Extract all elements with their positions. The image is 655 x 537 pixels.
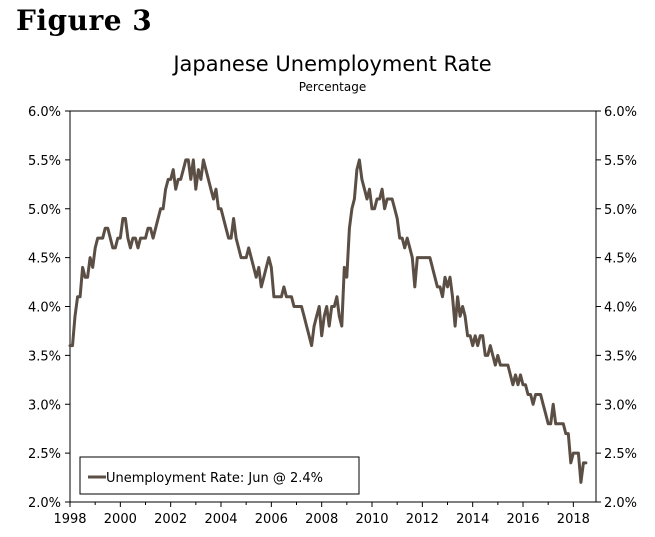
x-tick-label: 2002 — [154, 512, 187, 527]
x-tick-label: 2012 — [406, 512, 439, 527]
y-tick-label-left: 3.5% — [28, 349, 61, 364]
y-tick-label-right: 4.0% — [604, 301, 637, 316]
y-tick-label-left: 4.5% — [28, 252, 61, 267]
y-tick-label-right: 2.5% — [604, 447, 637, 462]
x-tick-label: 2000 — [104, 512, 137, 527]
x-tick-label: 2004 — [204, 512, 237, 527]
y-tick-label-right: 2.0% — [604, 496, 637, 511]
y-tick-label-right: 5.5% — [604, 154, 637, 169]
y-tick-label-right: 3.0% — [604, 398, 637, 413]
series-line — [68, 158, 588, 484]
y-axis-left: 2.0% 2.5% 3.0% 3.5% 4.0% 4.5% 5.0% 5.5% 6.0% — [28, 105, 70, 511]
y-tick-label-left: 4.0% — [28, 301, 61, 316]
x-tick-label: 2010 — [355, 512, 388, 527]
legend-box — [79, 456, 360, 495]
x-tick-label: 2014 — [456, 512, 489, 527]
x-tick-label: 1998 — [53, 512, 86, 527]
chart-title: Japanese Unemployment Rate — [173, 52, 492, 76]
chart-subtitle: Percentage — [298, 80, 367, 94]
legend-label: Unemployment Rate: Jun @ 2.4% — [106, 471, 323, 486]
legend: Unemployment Rate: Jun @ 2.4% — [79, 456, 360, 495]
y-tick-label-left: 2.0% — [28, 496, 61, 511]
x-tick-label: 2016 — [506, 512, 539, 527]
y-tick-label-left: 5.0% — [28, 203, 61, 218]
y-tick-label-left: 2.5% — [28, 447, 61, 462]
y-tick-label-right: 6.0% — [604, 105, 637, 120]
figure-label: Figure 3 — [16, 4, 153, 37]
y-tick-label-right: 3.5% — [604, 349, 637, 364]
y-tick-label-left: 5.5% — [28, 154, 61, 169]
y-tick-label-left: 6.0% — [28, 105, 61, 120]
y-tick-label-right: 5.0% — [604, 203, 637, 218]
y-axis-right: 2.0% 2.5% 3.0% 3.5% 4.0% 4.5% 5.0% 5.5% 6.0% — [596, 105, 637, 511]
x-tick-label: 2018 — [557, 512, 590, 527]
y-tick-label-right: 4.5% — [604, 252, 637, 267]
x-axis: 1998 2000 2002 2004 2006 2008 2010 2012 2014 2016… — [53, 502, 590, 527]
y-tick-label-left: 3.0% — [28, 398, 61, 413]
x-tick-label: 2006 — [255, 512, 288, 527]
x-tick-label: 2008 — [305, 512, 338, 527]
